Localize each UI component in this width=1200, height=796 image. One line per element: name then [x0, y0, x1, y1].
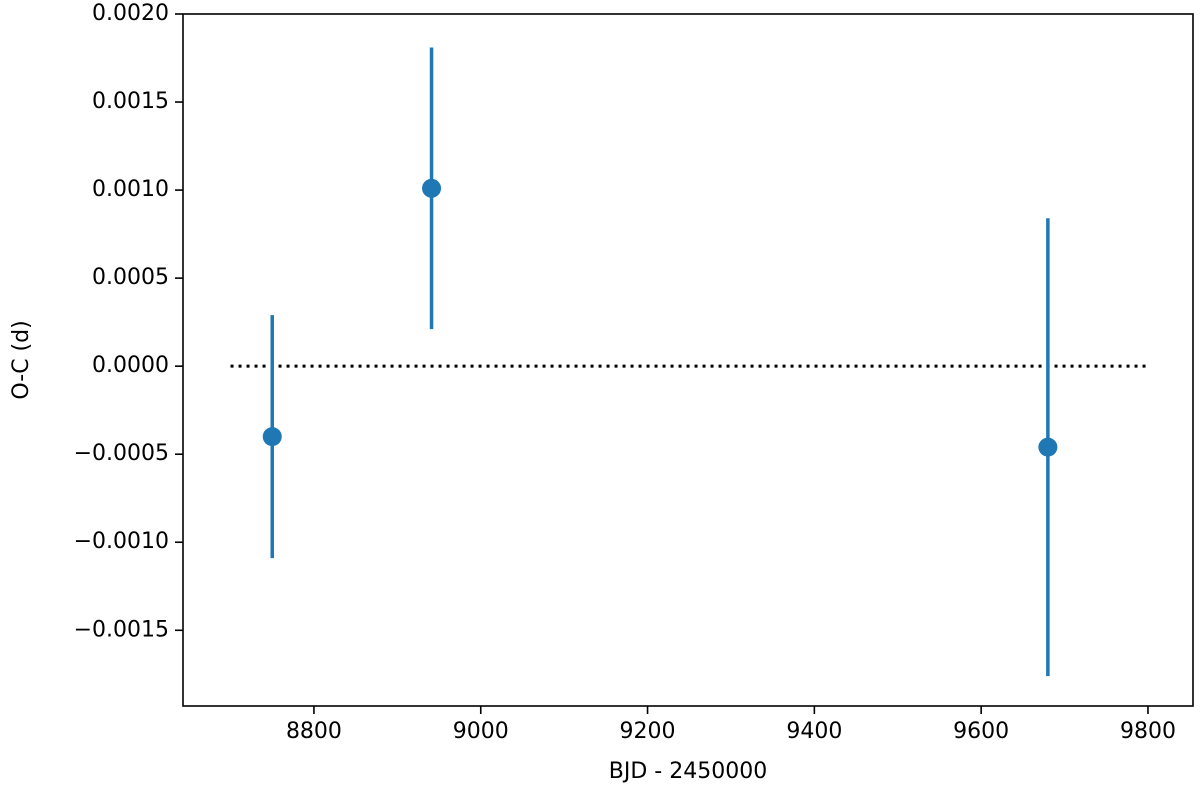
y-tick-label: 0.0015: [92, 89, 169, 114]
y-tick-label: 0.0010: [92, 177, 169, 202]
plot-frame: [182, 13, 1194, 707]
y-tick-label: 0.0000: [92, 353, 169, 378]
x-tick-label: 9400: [786, 719, 842, 744]
y-tick-label: 0.0005: [92, 265, 169, 290]
y-axis-label: O-C (d): [9, 320, 34, 399]
x-tick-label: 9600: [953, 719, 1009, 744]
y-tick-label: −0.0010: [74, 529, 169, 554]
data-point: [422, 178, 442, 198]
y-tick-label: 0.0020: [92, 1, 169, 26]
x-tick-label: 9800: [1120, 719, 1176, 744]
y-tick-label: −0.0005: [74, 441, 169, 466]
data-point: [262, 427, 282, 447]
x-tick-label: 9000: [453, 719, 509, 744]
x-axis-label: BJD - 2450000: [609, 759, 767, 784]
y-tick-label: −0.0015: [74, 617, 169, 642]
x-tick-label: 8800: [286, 719, 342, 744]
x-tick-label: 9200: [620, 719, 676, 744]
data-point: [1038, 437, 1058, 457]
